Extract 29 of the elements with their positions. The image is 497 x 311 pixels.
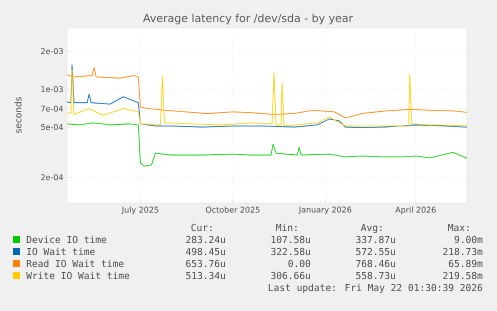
text: 0.00 [288, 260, 310, 268]
legend-label: IO Wait time [27, 248, 95, 256]
text: Last update: Fri May 22 01:30:39 2026 [268, 284, 482, 293]
chart-title: Average latency for /dev/sda - by year [143, 14, 354, 24]
text: Cur: [191, 224, 212, 232]
text: 513.34u [186, 272, 225, 280]
text: 219.58m [443, 272, 482, 280]
text: 107.58u [272, 236, 310, 244]
text: 768.46u [356, 260, 395, 268]
text: 218.73m [443, 248, 482, 256]
text: 498.45u [186, 248, 225, 256]
legend-label: Write IO Wait time [26, 272, 130, 280]
text: 306.66u [271, 272, 310, 280]
text: 558.73u [356, 272, 395, 280]
legend-label: Device IO time [26, 236, 106, 244]
text: 65.89m [448, 260, 482, 268]
text: 322.58u [271, 248, 310, 256]
text: Avg: [360, 224, 382, 234]
text: 337.87u [356, 236, 395, 244]
text: Min: [276, 224, 296, 231]
text: 9.00m [454, 236, 482, 244]
line-series [67, 67, 468, 118]
legend-label: Read IO Wait time [26, 260, 124, 268]
text: 572.55u [356, 248, 395, 256]
text: Max: [448, 224, 468, 232]
line-series [67, 122, 468, 167]
y-axis-title: seconds [14, 97, 22, 133]
text: 283.24u [186, 236, 225, 244]
text: 653.76u [186, 260, 225, 268]
